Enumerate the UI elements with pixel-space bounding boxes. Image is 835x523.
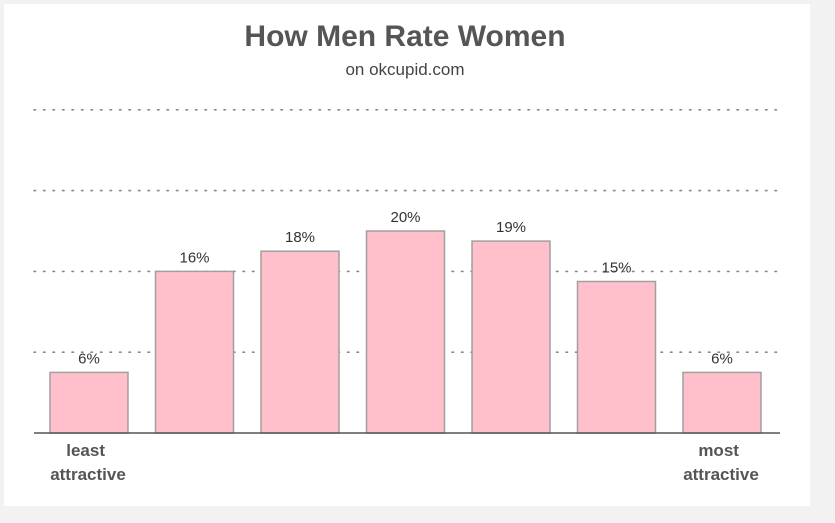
data-label-3: 18% xyxy=(285,229,315,246)
data-label-6: 15% xyxy=(601,260,631,277)
bar-5 xyxy=(471,240,551,434)
x-label-left-line1: least xyxy=(66,441,105,460)
chart-title: How Men Rate Women xyxy=(244,20,565,53)
bar-4 xyxy=(365,230,446,434)
bar-3 xyxy=(260,250,340,434)
bar-6 xyxy=(576,280,657,434)
bar-1 xyxy=(49,371,129,434)
data-label-5: 19% xyxy=(496,219,526,236)
bar-7 xyxy=(682,371,762,434)
x-label-right: most attractive xyxy=(683,441,759,484)
chart-card: How Men Rate Women on okcupid.com 6% 16% 1… xyxy=(4,4,810,506)
data-label-1: 6% xyxy=(78,350,100,367)
x-label-left: least attractive xyxy=(50,441,126,484)
bars xyxy=(49,230,762,434)
data-label-2: 16% xyxy=(179,249,209,266)
x-label-right-line2: attractive xyxy=(683,465,759,484)
chart-subtitle: on okcupid.com xyxy=(345,60,464,79)
bar-chart: How Men Rate Women on okcupid.com 6% 16% 1… xyxy=(33,20,781,484)
x-label-right-line1: most xyxy=(698,441,739,460)
data-label-4: 20% xyxy=(390,209,420,226)
data-labels: 6% 16% 18% 20% 19% 15% 6% xyxy=(78,209,733,367)
data-label-7: 6% xyxy=(711,350,733,367)
x-label-left-line2: attractive xyxy=(50,465,126,484)
bar-2 xyxy=(154,270,235,434)
